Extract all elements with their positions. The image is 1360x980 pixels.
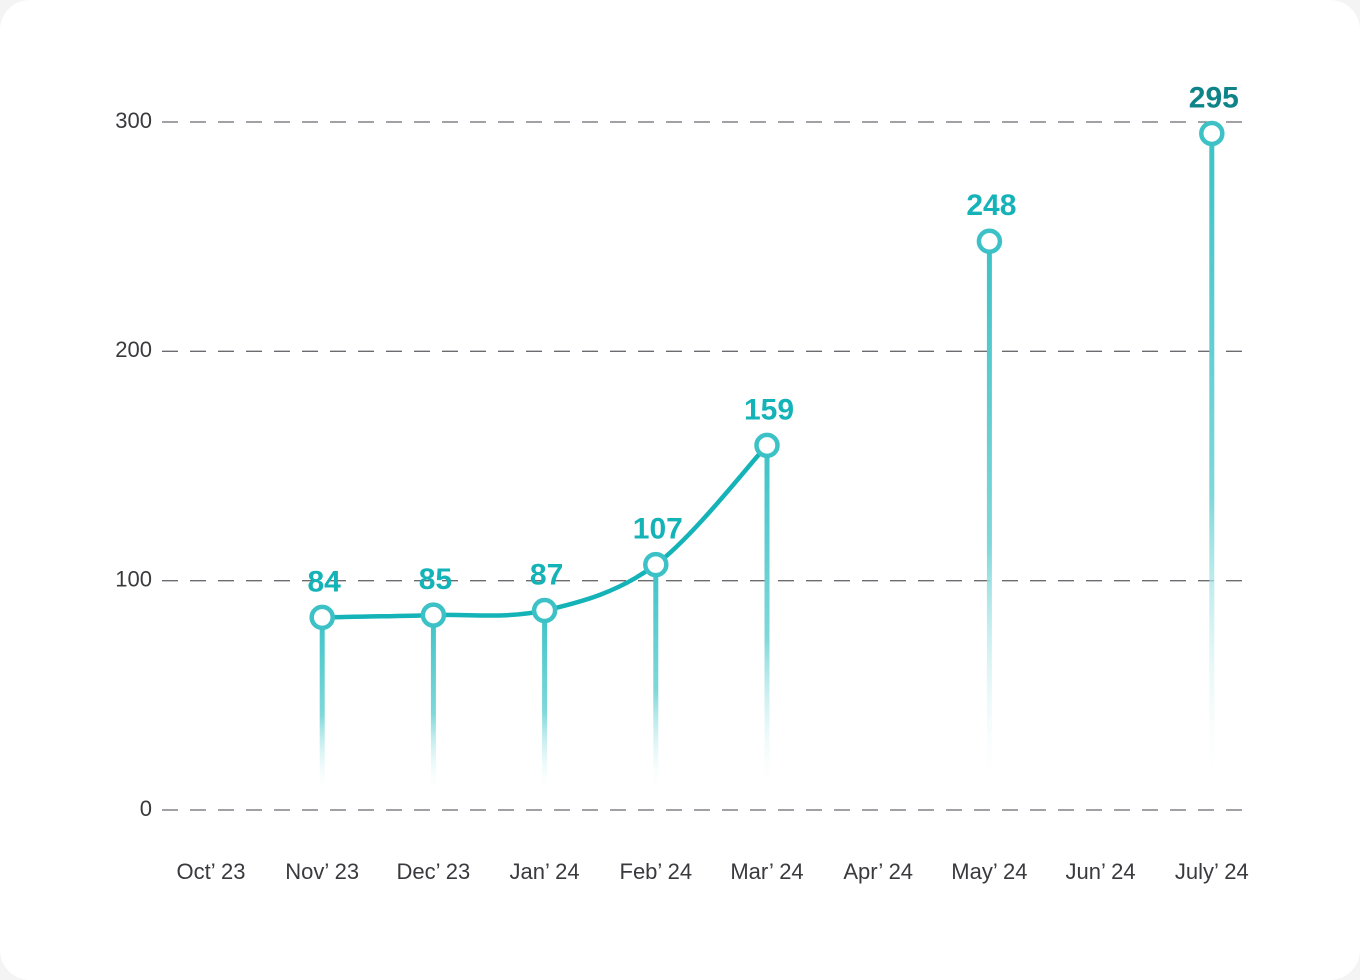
point [1199,120,1225,147]
y-tick-label: 100 [115,566,152,591]
value-label: 84 [308,565,342,598]
x-tick-label: Oct’ 23 [177,859,246,884]
x-tick-label: Jun’ 24 [1066,859,1136,884]
x-tick-label: May’ 24 [951,859,1027,884]
point [309,604,335,631]
stem [986,241,992,796]
stem [542,610,548,795]
stem [319,617,325,795]
point [754,432,780,459]
point [643,551,669,578]
stem [653,564,659,795]
value-label: 295 [1189,81,1239,114]
point [420,602,447,628]
x-tick-label: Apr’ 24 [843,859,913,884]
y-tick-label: 300 [115,108,152,133]
value-label: 248 [966,189,1016,222]
stem [430,615,436,795]
value-label: 159 [744,393,794,426]
x-tick-label: Feb’ 24 [620,859,693,884]
stem [1209,133,1215,795]
value-label: 87 [530,558,563,591]
y-tick-label: 200 [115,337,152,362]
x-tick-label: Mar’ 24 [730,859,803,884]
value-label: 85 [419,563,452,596]
x-tick-label: Dec’ 23 [397,859,471,884]
x-tick-label: Jan’ 24 [510,859,580,884]
x-tick-label: Nov’ 23 [285,859,359,884]
point [531,597,558,624]
point [976,228,1003,255]
x-tick-label: July’ 24 [1175,859,1249,884]
y-tick-label: 0 [140,796,152,821]
stem [764,445,770,795]
value-label: 107 [633,513,683,546]
